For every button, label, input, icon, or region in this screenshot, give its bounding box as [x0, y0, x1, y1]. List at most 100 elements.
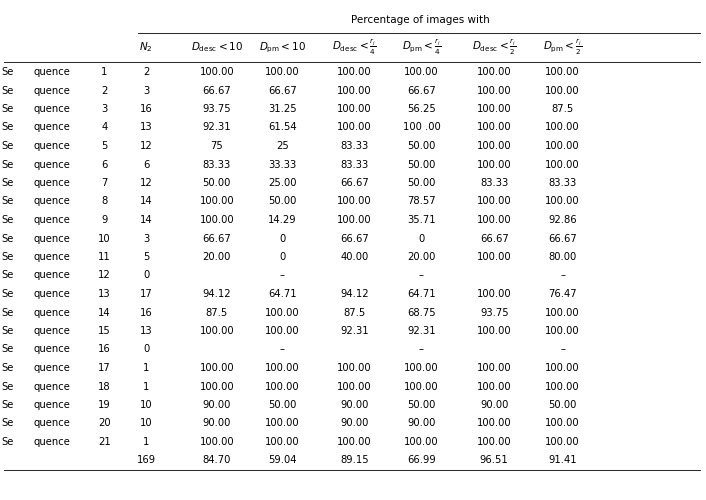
- Text: Se: Se: [1, 382, 14, 392]
- Text: 33.33: 33.33: [268, 160, 297, 170]
- Text: 100.00: 100.00: [545, 141, 580, 151]
- Text: Se: Se: [1, 178, 14, 188]
- Text: quence: quence: [34, 141, 71, 151]
- Text: 12: 12: [140, 178, 152, 188]
- Text: 0: 0: [419, 234, 424, 243]
- Text: 66.67: 66.67: [549, 234, 577, 243]
- Text: 87.5: 87.5: [343, 308, 366, 318]
- Text: 76.47: 76.47: [549, 289, 577, 299]
- Text: 90.00: 90.00: [407, 418, 436, 428]
- Text: 31.25: 31.25: [268, 104, 297, 114]
- Text: Se: Se: [1, 326, 14, 336]
- Text: 13: 13: [140, 326, 152, 336]
- Text: 2: 2: [143, 67, 150, 77]
- Text: 100.00: 100.00: [337, 86, 372, 96]
- Text: 20.00: 20.00: [203, 252, 231, 262]
- Text: –: –: [560, 344, 566, 354]
- Text: quence: quence: [34, 67, 71, 77]
- Text: 100.00: 100.00: [337, 104, 372, 114]
- Text: –: –: [560, 270, 566, 280]
- Text: Se: Se: [1, 104, 14, 114]
- Text: 100.00: 100.00: [199, 437, 234, 447]
- Text: quence: quence: [34, 252, 71, 262]
- Text: 100.00: 100.00: [477, 289, 512, 299]
- Text: 100.00: 100.00: [545, 160, 580, 170]
- Text: 93.75: 93.75: [480, 308, 508, 318]
- Text: 100.00: 100.00: [477, 160, 512, 170]
- Text: 17: 17: [98, 363, 111, 373]
- Text: 94.12: 94.12: [203, 289, 231, 299]
- Text: 100.00: 100.00: [545, 196, 580, 206]
- Text: Se: Se: [1, 215, 14, 225]
- Text: 12: 12: [140, 141, 152, 151]
- Text: Se: Se: [1, 122, 14, 132]
- Text: 100.00: 100.00: [404, 382, 439, 392]
- Text: 5: 5: [101, 141, 108, 151]
- Text: 92.86: 92.86: [549, 215, 577, 225]
- Text: 100.00: 100.00: [477, 418, 512, 428]
- Text: 100.00: 100.00: [265, 363, 300, 373]
- Text: 100.00: 100.00: [199, 215, 234, 225]
- Text: 100.00: 100.00: [404, 67, 439, 77]
- Text: Se: Se: [1, 86, 14, 96]
- Text: 3: 3: [102, 104, 107, 114]
- Text: 90.00: 90.00: [203, 400, 231, 410]
- Text: 100.00: 100.00: [545, 363, 580, 373]
- Text: 0: 0: [143, 270, 149, 280]
- Text: 1: 1: [101, 67, 108, 77]
- Text: Se: Se: [1, 270, 14, 280]
- Text: 14: 14: [98, 308, 111, 318]
- Text: 7: 7: [101, 178, 108, 188]
- Text: $D_\mathrm{desc} < \frac{r_i}{4}$: $D_\mathrm{desc} < \frac{r_i}{4}$: [332, 38, 377, 57]
- Text: 90.00: 90.00: [203, 418, 231, 428]
- Text: 0: 0: [280, 252, 285, 262]
- Text: 50.00: 50.00: [407, 178, 436, 188]
- Text: 1: 1: [143, 437, 150, 447]
- Text: Se: Se: [1, 67, 14, 77]
- Text: 83.33: 83.33: [203, 160, 231, 170]
- Text: 100.00: 100.00: [199, 363, 234, 373]
- Text: 1: 1: [143, 382, 150, 392]
- Text: 59.04: 59.04: [268, 456, 297, 466]
- Text: 100.00: 100.00: [265, 67, 300, 77]
- Text: $N_2$: $N_2$: [139, 40, 153, 54]
- Text: $D_\mathrm{pm} < \frac{r_i}{4}$: $D_\mathrm{pm} < \frac{r_i}{4}$: [402, 38, 441, 57]
- Text: $D_\mathrm{desc} < 10$: $D_\mathrm{desc} < 10$: [191, 40, 243, 54]
- Text: 100.00: 100.00: [199, 382, 234, 392]
- Text: 100.00: 100.00: [545, 418, 580, 428]
- Text: Se: Se: [1, 196, 14, 206]
- Text: quence: quence: [34, 122, 71, 132]
- Text: 50.00: 50.00: [268, 196, 297, 206]
- Text: Se: Se: [1, 252, 14, 262]
- Text: 100.00: 100.00: [337, 215, 372, 225]
- Text: 66.67: 66.67: [203, 86, 231, 96]
- Text: 100.00: 100.00: [545, 437, 580, 447]
- Text: 100.00: 100.00: [199, 196, 234, 206]
- Text: 5: 5: [143, 252, 150, 262]
- Text: 14: 14: [140, 215, 152, 225]
- Text: 20: 20: [98, 418, 111, 428]
- Text: Se: Se: [1, 289, 14, 299]
- Text: quence: quence: [34, 86, 71, 96]
- Text: 75: 75: [210, 141, 223, 151]
- Text: –: –: [419, 270, 424, 280]
- Text: 16: 16: [140, 308, 152, 318]
- Text: $D_\mathrm{pm} < \frac{r_i}{2}$: $D_\mathrm{pm} < \frac{r_i}{2}$: [543, 38, 582, 57]
- Text: 84.70: 84.70: [203, 456, 231, 466]
- Text: 0: 0: [143, 344, 149, 354]
- Text: quence: quence: [34, 418, 71, 428]
- Text: 4: 4: [102, 122, 107, 132]
- Text: 66.67: 66.67: [340, 234, 369, 243]
- Text: 90.00: 90.00: [340, 418, 369, 428]
- Text: 9: 9: [101, 215, 108, 225]
- Text: –: –: [419, 344, 424, 354]
- Text: quence: quence: [34, 215, 71, 225]
- Text: 100.00: 100.00: [404, 363, 439, 373]
- Text: $D_\mathrm{desc} < \frac{r_i}{2}$: $D_\mathrm{desc} < \frac{r_i}{2}$: [472, 38, 517, 57]
- Text: 25.00: 25.00: [268, 178, 297, 188]
- Text: 100.00: 100.00: [337, 382, 372, 392]
- Text: 25: 25: [276, 141, 289, 151]
- Text: 100.00: 100.00: [477, 363, 512, 373]
- Text: quence: quence: [34, 178, 71, 188]
- Text: 100.00: 100.00: [545, 326, 580, 336]
